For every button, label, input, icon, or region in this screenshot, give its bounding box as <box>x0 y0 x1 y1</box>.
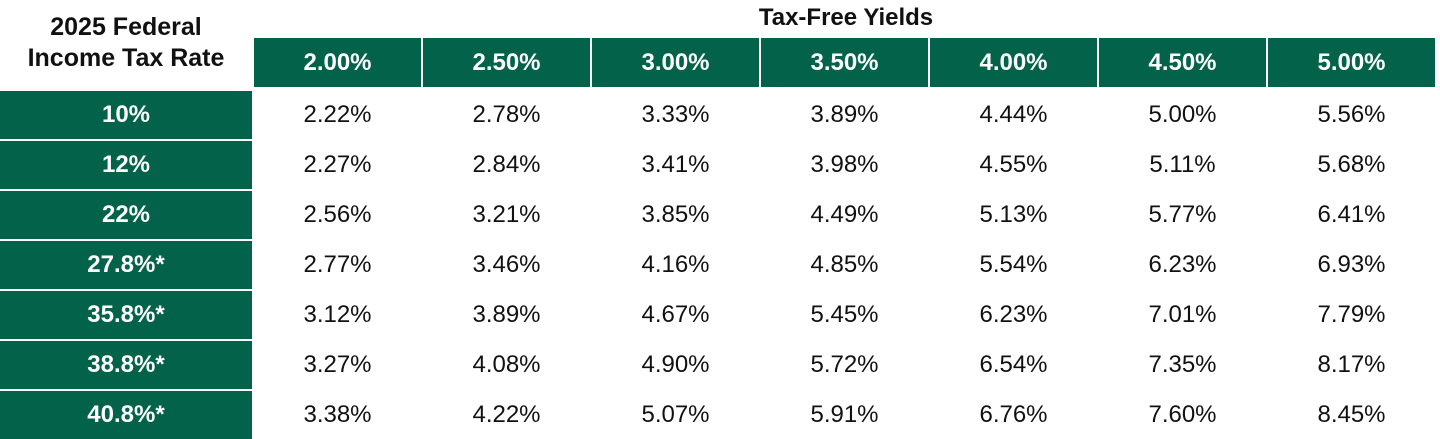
table-cell: 3.38% <box>303 401 372 428</box>
table-cell: 7.79% <box>1317 301 1386 328</box>
table-cell: 6.54% <box>979 351 1048 378</box>
column-header: 4.50% <box>1099 38 1266 87</box>
table-cell: 5.72% <box>810 351 879 378</box>
row-header: 10% <box>0 91 252 139</box>
table-cell: 2.56% <box>303 201 372 228</box>
table-cell: 3.98% <box>810 151 879 178</box>
table-cell: 6.23% <box>1148 251 1217 278</box>
table-cell: 3.89% <box>810 101 879 128</box>
column-header: 5.00% <box>1268 38 1435 87</box>
table-cell: 4.44% <box>979 101 1048 128</box>
table-cell: 5.91% <box>810 401 879 428</box>
table-cell: 5.13% <box>979 201 1048 228</box>
table-cell: 3.85% <box>641 201 710 228</box>
table-cell: 2.27% <box>303 151 372 178</box>
column-header: 3.00% <box>592 38 759 87</box>
table-cell: 5.45% <box>810 301 879 328</box>
table-cell: 6.41% <box>1317 201 1386 228</box>
table-cell: 3.27% <box>303 351 372 378</box>
corner-label-line1: 2025 Federal <box>50 13 202 41</box>
table-cell: 5.54% <box>979 251 1048 278</box>
table-cell: 8.45% <box>1317 401 1386 428</box>
table-cell: 4.90% <box>641 351 710 378</box>
column-group-title: Tax-Free Yields <box>758 4 934 31</box>
row-header: 12% <box>0 141 252 189</box>
column-header: 2.50% <box>423 38 590 87</box>
row-header: 40.8%* <box>0 391 252 439</box>
table-cell: 3.89% <box>472 301 541 328</box>
table-cell: 4.55% <box>979 151 1048 178</box>
table-cell: 6.23% <box>979 301 1048 328</box>
row-header: 22% <box>0 191 252 239</box>
table-cell: 7.01% <box>1148 301 1217 328</box>
table-cell: 3.41% <box>641 151 710 178</box>
table-cell: 4.85% <box>810 251 879 278</box>
table-cell: 5.56% <box>1317 101 1386 128</box>
table-cell: 4.49% <box>810 201 879 228</box>
column-header: 3.50% <box>761 38 928 87</box>
row-header: 27.8%* <box>0 241 252 289</box>
row-header: 35.8%* <box>0 291 252 339</box>
table-cell: 5.07% <box>641 401 710 428</box>
table-cell: 2.78% <box>472 101 541 128</box>
table-cell: 3.21% <box>472 201 541 228</box>
table-cell: 4.67% <box>641 301 710 328</box>
table-cell: 7.35% <box>1148 351 1217 378</box>
table-cell: 3.33% <box>641 101 710 128</box>
table-cell: 6.93% <box>1317 251 1386 278</box>
table-cell: 4.22% <box>472 401 541 428</box>
table-cell: 4.16% <box>641 251 710 278</box>
corner-label-line2: Income Tax Rate <box>27 44 225 72</box>
table-cell: 3.12% <box>303 301 372 328</box>
table-cell: 5.68% <box>1317 151 1386 178</box>
table-cell: 2.84% <box>472 151 541 178</box>
table-cell: 6.76% <box>979 401 1048 428</box>
row-header: 38.8%* <box>0 341 252 389</box>
table-cell: 2.22% <box>303 101 372 128</box>
table-cell: 7.60% <box>1148 401 1217 428</box>
table-cell: 4.08% <box>472 351 541 378</box>
column-header: 2.00% <box>254 38 421 87</box>
table-cell: 5.00% <box>1148 101 1217 128</box>
table-cell: 3.46% <box>472 251 541 278</box>
table-cell: 2.77% <box>303 251 372 278</box>
table-cell: 5.11% <box>1149 151 1216 178</box>
table-cell: 8.17% <box>1317 351 1386 378</box>
corner-label: 2025 Federal Income Tax Rate <box>0 12 252 74</box>
table-cell: 5.77% <box>1148 201 1217 228</box>
column-header: 4.00% <box>930 38 1097 87</box>
